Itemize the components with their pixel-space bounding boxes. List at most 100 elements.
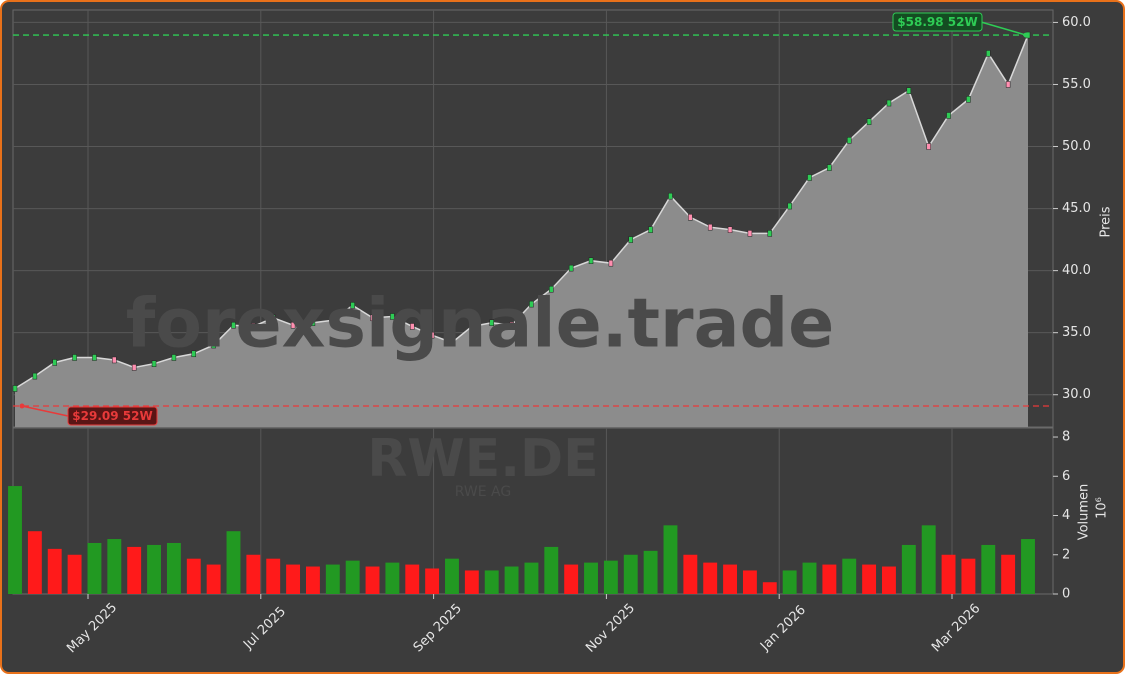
y-tick-label: 30.0 <box>1062 387 1091 402</box>
volume-bar <box>742 570 757 594</box>
volume-bar <box>1021 539 1035 594</box>
y-tick-label: 35.0 <box>1062 325 1091 340</box>
volume-bar <box>603 560 618 594</box>
volume-bar <box>544 546 559 594</box>
volume-bar <box>445 558 459 594</box>
candle <box>270 314 276 322</box>
volume-bar <box>584 562 598 594</box>
candle <box>588 257 594 264</box>
candle <box>827 164 832 171</box>
annotation-label: $58.98 52W <box>897 15 977 29</box>
candle <box>449 339 455 346</box>
volume-bar <box>663 525 678 594</box>
candle <box>549 285 554 293</box>
y-tick-label: 40.0 <box>1062 263 1091 278</box>
candle <box>668 192 673 200</box>
volume-bar <box>683 554 698 594</box>
volume-bar <box>166 542 181 594</box>
volume-bar <box>107 539 122 594</box>
y-tick-label: 50.0 <box>1062 139 1091 154</box>
volume-bar <box>246 554 261 594</box>
y-tick-label: 55.0 <box>1062 77 1091 92</box>
marks <box>8 31 1035 594</box>
volume-bar <box>385 562 400 594</box>
candle <box>628 236 633 243</box>
candle <box>489 319 494 326</box>
candle <box>350 302 355 309</box>
volume-bar <box>405 564 420 594</box>
candle <box>151 360 157 367</box>
y-axis-label: Preis <box>1099 206 1114 237</box>
candle <box>211 341 216 349</box>
volume-bar <box>27 531 42 594</box>
candle <box>529 300 534 308</box>
candle <box>171 354 177 361</box>
price-area <box>15 35 1028 427</box>
candle <box>727 226 733 233</box>
candle <box>608 259 614 267</box>
volume-bar <box>47 548 62 594</box>
candle <box>251 323 256 330</box>
candle <box>131 364 137 371</box>
candle <box>390 313 395 320</box>
candle <box>330 317 336 324</box>
y-tick-label: 8 <box>1062 430 1070 445</box>
candle <box>509 321 514 329</box>
candle <box>429 331 435 339</box>
volume-bar <box>941 554 956 594</box>
volume-bar <box>524 562 539 594</box>
volume-bar <box>842 558 857 594</box>
volume-bar <box>305 566 320 594</box>
volume-bar <box>147 544 161 594</box>
candle <box>787 202 792 210</box>
volume-bar <box>882 566 896 594</box>
candle <box>688 214 693 221</box>
y-tick-label: 6 <box>1062 469 1070 484</box>
volume-bar <box>862 564 877 594</box>
annotation-box <box>892 12 983 32</box>
volume-bar <box>921 525 936 594</box>
candle <box>807 174 812 181</box>
candle <box>926 143 931 150</box>
volume-bar <box>345 560 360 594</box>
price-line <box>14 34 1029 390</box>
annotation-label: $29.09 52W <box>72 409 152 423</box>
annotation-point <box>1023 32 1029 38</box>
y-tick-label: 60.0 <box>1062 15 1091 30</box>
candle <box>370 314 375 322</box>
annotation-box <box>67 406 158 426</box>
volume-bar <box>206 564 221 594</box>
candle <box>846 137 852 144</box>
volume-bar <box>1001 554 1016 594</box>
annotation-arrow <box>21 405 69 417</box>
y-tick-label: 2 <box>1062 547 1070 562</box>
y-tick-label: 0 <box>1062 587 1070 602</box>
candle <box>52 359 57 366</box>
volume-bar <box>723 564 738 594</box>
candle <box>747 230 753 237</box>
candle <box>946 112 951 119</box>
y-tick-label: 45.0 <box>1062 201 1091 216</box>
candle <box>906 87 912 94</box>
volume-bar <box>901 544 916 594</box>
volume-bar <box>127 546 142 594</box>
volume-bar <box>643 550 658 594</box>
volume-bar <box>325 564 340 594</box>
candle <box>231 321 236 329</box>
candle <box>986 50 991 57</box>
candle <box>290 321 296 329</box>
volume-bar <box>365 566 380 594</box>
volume-axis-label: Volumen <box>1077 484 1092 541</box>
volume-bar <box>425 568 440 594</box>
volume-bar <box>464 570 479 594</box>
volume-bar <box>961 558 976 594</box>
annotation-point <box>19 403 25 409</box>
watermark: forexsignale.trade <box>126 285 835 364</box>
volume-offset-label: 10⁶ <box>1095 497 1110 519</box>
watermark-subtitle: RWE AG <box>455 484 511 500</box>
volume-bar <box>564 564 579 594</box>
volume-bar <box>623 554 638 594</box>
watermark-title: RWE.DE <box>367 429 598 489</box>
